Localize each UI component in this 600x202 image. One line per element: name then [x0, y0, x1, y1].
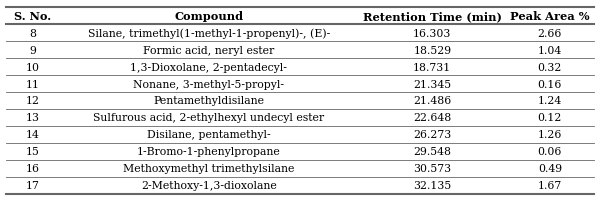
Text: Peak Area %: Peak Area %	[510, 11, 590, 22]
Text: 16.303: 16.303	[413, 28, 451, 38]
Text: 0.32: 0.32	[538, 62, 562, 72]
Text: Disilane, pentamethyl-: Disilane, pentamethyl-	[147, 130, 271, 140]
Text: 0.12: 0.12	[538, 113, 562, 123]
Text: 17: 17	[26, 181, 40, 190]
Text: 9: 9	[29, 45, 36, 55]
Text: 1.24: 1.24	[538, 96, 562, 106]
Text: Retention Time (min): Retention Time (min)	[363, 11, 502, 22]
Text: 15: 15	[26, 147, 40, 157]
Text: 13: 13	[25, 113, 40, 123]
Text: 2.66: 2.66	[538, 28, 562, 38]
Text: 10: 10	[25, 62, 40, 72]
Text: 12: 12	[25, 96, 40, 106]
Text: Formic acid, neryl ester: Formic acid, neryl ester	[143, 45, 274, 55]
Text: 2-Methoxy-1,3-dioxolane: 2-Methoxy-1,3-dioxolane	[141, 181, 277, 190]
Text: 0.06: 0.06	[538, 147, 562, 157]
Text: 21.486: 21.486	[413, 96, 451, 106]
Text: 0.16: 0.16	[538, 79, 562, 89]
Text: 21.345: 21.345	[413, 79, 451, 89]
Text: Sulfurous acid, 2-ethylhexyl undecyl ester: Sulfurous acid, 2-ethylhexyl undecyl est…	[93, 113, 325, 123]
Text: 1-Bromo-1-phenylpropane: 1-Bromo-1-phenylpropane	[137, 147, 281, 157]
Text: 18.529: 18.529	[413, 45, 451, 55]
Text: S. No.: S. No.	[14, 11, 51, 22]
Text: Compound: Compound	[174, 11, 244, 22]
Text: 11: 11	[25, 79, 40, 89]
Text: Methoxymethyl trimethylsilane: Methoxymethyl trimethylsilane	[123, 164, 295, 174]
Text: 16: 16	[25, 164, 40, 174]
Text: 18.731: 18.731	[413, 62, 451, 72]
Text: Nonane, 3-methyl-5-propyl-: Nonane, 3-methyl-5-propyl-	[133, 79, 284, 89]
Text: 0.49: 0.49	[538, 164, 562, 174]
Text: 14: 14	[26, 130, 40, 140]
Text: Pentamethyldisilane: Pentamethyldisilane	[154, 96, 265, 106]
Text: 1,3-Dioxolane, 2-pentadecyl-: 1,3-Dioxolane, 2-pentadecyl-	[130, 62, 287, 72]
Text: 1.26: 1.26	[538, 130, 562, 140]
Text: 32.135: 32.135	[413, 181, 451, 190]
Text: 1.04: 1.04	[538, 45, 562, 55]
Text: 30.573: 30.573	[413, 164, 451, 174]
Text: 8: 8	[29, 28, 36, 38]
Text: Silane, trimethyl(1-methyl-1-propenyl)-, (E)-: Silane, trimethyl(1-methyl-1-propenyl)-,…	[88, 28, 330, 39]
Text: 26.273: 26.273	[413, 130, 451, 140]
Text: 1.67: 1.67	[538, 181, 562, 190]
Text: 29.548: 29.548	[413, 147, 451, 157]
Text: 22.648: 22.648	[413, 113, 451, 123]
